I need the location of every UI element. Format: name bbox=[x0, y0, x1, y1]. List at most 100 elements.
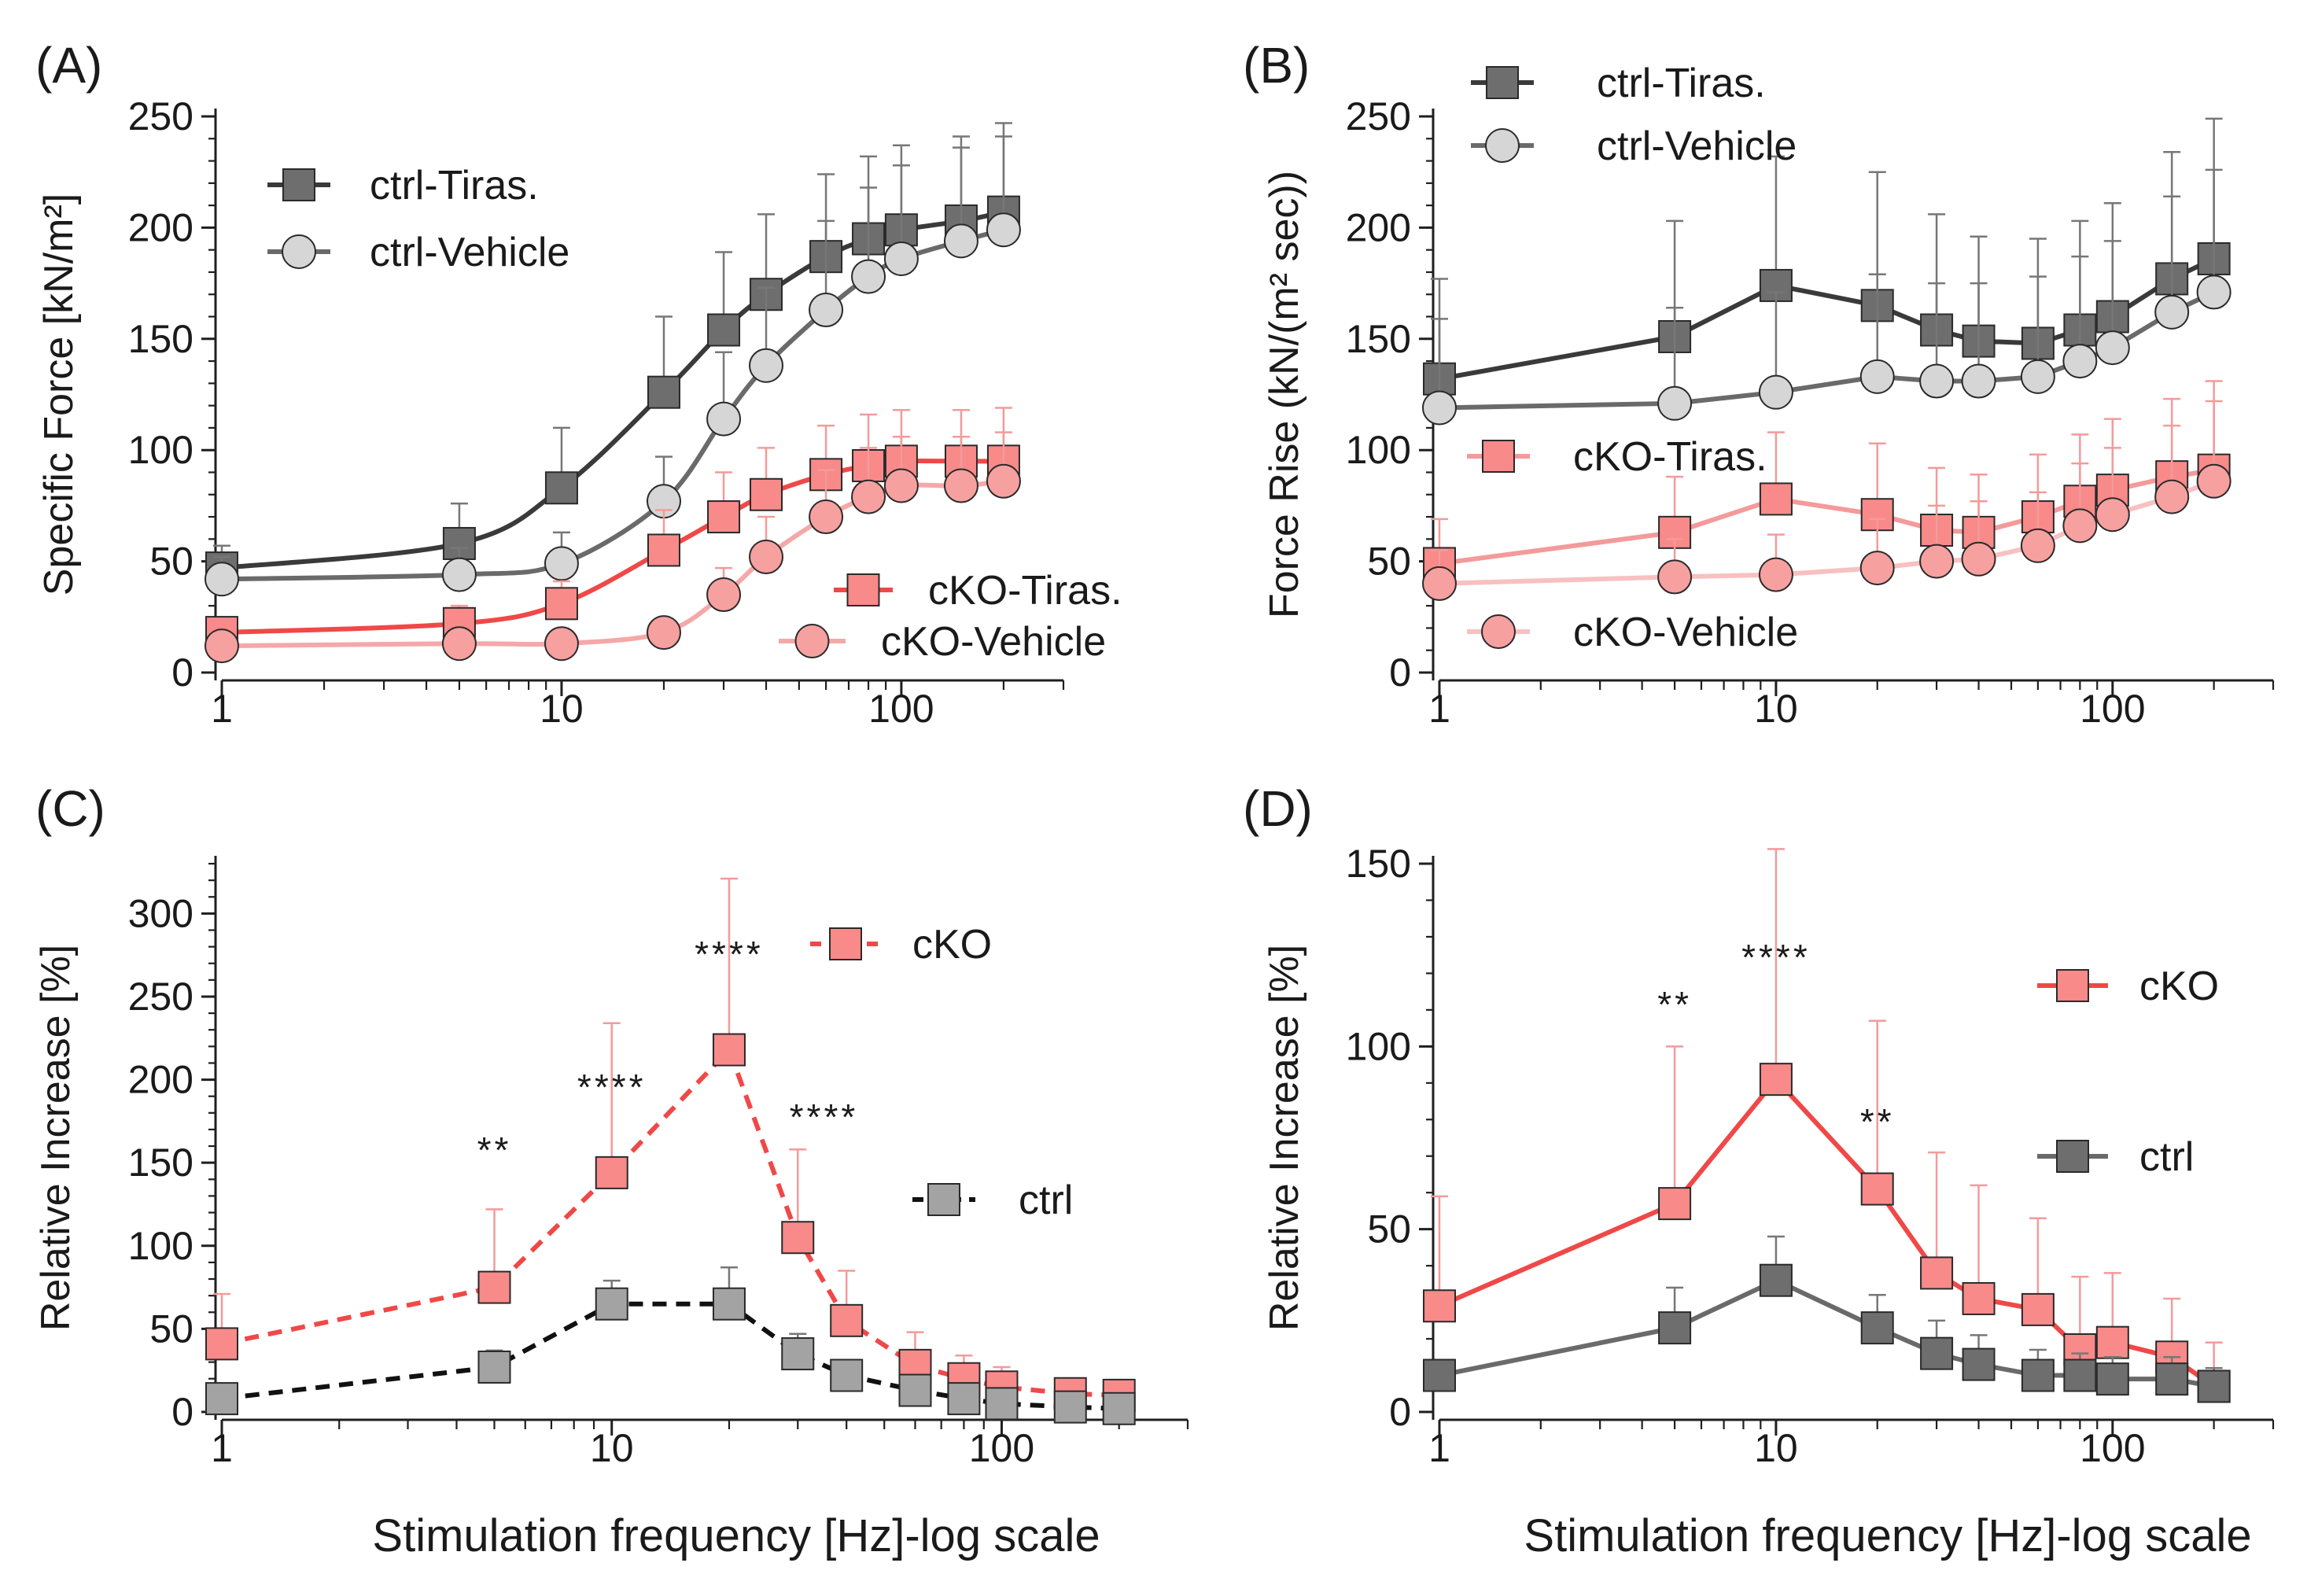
data-point bbox=[1919, 544, 1955, 579]
data-point bbox=[1759, 1063, 1793, 1097]
data-point bbox=[441, 557, 477, 592]
data-point bbox=[2095, 1325, 2129, 1359]
data-point bbox=[477, 1350, 511, 1384]
y-tick-label: 50 bbox=[149, 1307, 193, 1351]
data-point bbox=[1920, 1256, 1954, 1290]
panel-label: (C) bbox=[35, 780, 105, 837]
legend-entry: ctrl-Vehicle bbox=[267, 230, 569, 275]
data-point bbox=[2021, 1292, 2055, 1326]
y-tick-label: 100 bbox=[128, 428, 193, 472]
series-cko bbox=[1423, 848, 2231, 1403]
legend-entry: ctrl-Tiras. bbox=[1471, 61, 1766, 106]
data-point bbox=[749, 539, 784, 574]
legend-label: ctrl bbox=[1019, 1178, 1073, 1223]
data-point bbox=[781, 1337, 815, 1371]
panel-c: (C) 0 50 100 150 200 250 300 1 10 100 Relative Incr… bbox=[33, 780, 1189, 1561]
panel-label: (B) bbox=[1243, 37, 1310, 94]
legend-marker bbox=[2056, 969, 2089, 1002]
data-point bbox=[712, 1287, 746, 1321]
x-tick-label: 100 bbox=[2080, 1426, 2145, 1470]
legend-label: cKO-Vehicle bbox=[881, 619, 1106, 665]
data-point bbox=[1962, 1347, 1996, 1381]
data-point bbox=[2062, 508, 2098, 544]
data-point bbox=[1102, 1391, 1136, 1425]
x-tick-label: 100 bbox=[2080, 687, 2145, 731]
series-cko-vehicle bbox=[205, 431, 1021, 664]
significance-annotation: **** bbox=[577, 1067, 647, 1108]
data-point bbox=[707, 313, 741, 347]
legend-marker bbox=[282, 168, 315, 201]
legend-entry: cKO-Tiras. bbox=[1467, 434, 1767, 480]
data-point bbox=[2196, 275, 2231, 310]
x-tick-label: 1 bbox=[211, 1426, 233, 1470]
data-point bbox=[1919, 363, 1955, 399]
legend-entry: ctrl bbox=[2037, 1134, 2194, 1180]
legend-marker bbox=[829, 927, 862, 960]
legend-marker bbox=[846, 573, 880, 606]
data-point bbox=[706, 401, 742, 437]
y-tick-label: 150 bbox=[1346, 317, 1411, 361]
data-point bbox=[883, 241, 919, 276]
data-point bbox=[781, 1221, 815, 1255]
series-line bbox=[221, 1301, 1119, 1411]
legend-label: ctrl-Tiras. bbox=[370, 163, 539, 208]
data-point bbox=[595, 1156, 628, 1189]
legend-label: ctrl-Vehicle bbox=[370, 230, 569, 275]
legend-marker bbox=[1485, 128, 1520, 163]
x-tick-label: 10 bbox=[1754, 1426, 1798, 1470]
legend-entry: ctrl bbox=[912, 1178, 1073, 1223]
data-point bbox=[1759, 1263, 1793, 1297]
data-point bbox=[544, 546, 579, 581]
data-point bbox=[1920, 1336, 1954, 1370]
data-point bbox=[1658, 1187, 1692, 1221]
data-point bbox=[707, 500, 741, 534]
data-point bbox=[2155, 1362, 2189, 1396]
legend-label: cKO-Vehicle bbox=[1573, 610, 1798, 655]
y-tick-label: 300 bbox=[128, 891, 193, 935]
data-point bbox=[943, 468, 978, 503]
data-point bbox=[986, 212, 1021, 248]
significance-annotation: **** bbox=[1741, 937, 1811, 978]
data-point bbox=[205, 1327, 238, 1361]
panel-a: (A) 0 50 100 150 200 250 1 10 100 Specific Force [… bbox=[35, 37, 1122, 731]
data-point bbox=[2196, 463, 2231, 499]
x-tick-label: 100 bbox=[969, 1426, 1034, 1470]
y-axis-label: Force Rise (kN/(m² sec)) bbox=[1262, 171, 1307, 618]
data-point bbox=[1422, 390, 1457, 426]
legend-entry: cKO-Vehicle bbox=[1467, 610, 1798, 655]
series-ctrl-tiras- bbox=[205, 122, 1020, 585]
data-point bbox=[2021, 1358, 2055, 1392]
series-cko-tiras- bbox=[1423, 380, 2231, 581]
legend-label: cKO-Tiras. bbox=[928, 568, 1122, 614]
y-axis-label: Relative Increase [%] bbox=[1262, 945, 1307, 1331]
legend-entry: cKO-Tiras. bbox=[834, 568, 1122, 614]
y-tick-label: 50 bbox=[1367, 540, 1411, 584]
significance-annotation: ** bbox=[1657, 984, 1692, 1025]
data-point bbox=[544, 471, 578, 505]
legend-label: ctrl-Vehicle bbox=[1597, 123, 1797, 169]
data-point bbox=[1860, 1311, 1894, 1345]
data-point bbox=[1423, 1289, 1456, 1323]
data-point bbox=[943, 223, 978, 259]
significance-annotation: **** bbox=[790, 1097, 859, 1137]
data-point bbox=[809, 293, 844, 328]
data-point bbox=[544, 587, 578, 621]
legend-marker bbox=[927, 1183, 960, 1216]
data-point bbox=[1962, 1281, 1996, 1315]
series-line bbox=[221, 1045, 1119, 1398]
legend-entry: ctrl-Tiras. bbox=[267, 163, 539, 208]
data-point bbox=[830, 1358, 864, 1392]
y-tick-label: 100 bbox=[128, 1224, 193, 1268]
y-tick-label: 100 bbox=[1346, 428, 1411, 472]
x-axis-label: Stimulation frequency [Hz]-log scale bbox=[1524, 1510, 2251, 1561]
significance-annotation: ** bbox=[1860, 1101, 1895, 1142]
data-point bbox=[1859, 551, 1895, 586]
legend-marker bbox=[2056, 1140, 2089, 1173]
panel-d: (D) 0 50 100 150 1 10 100 Relative Increase [%] S… bbox=[1243, 780, 2275, 1561]
y-tick-label: 50 bbox=[149, 540, 193, 584]
y-tick-label: 150 bbox=[128, 1141, 193, 1185]
series-ctrl bbox=[1423, 1235, 2231, 1403]
legend-marker bbox=[794, 624, 830, 658]
data-point bbox=[706, 577, 742, 613]
